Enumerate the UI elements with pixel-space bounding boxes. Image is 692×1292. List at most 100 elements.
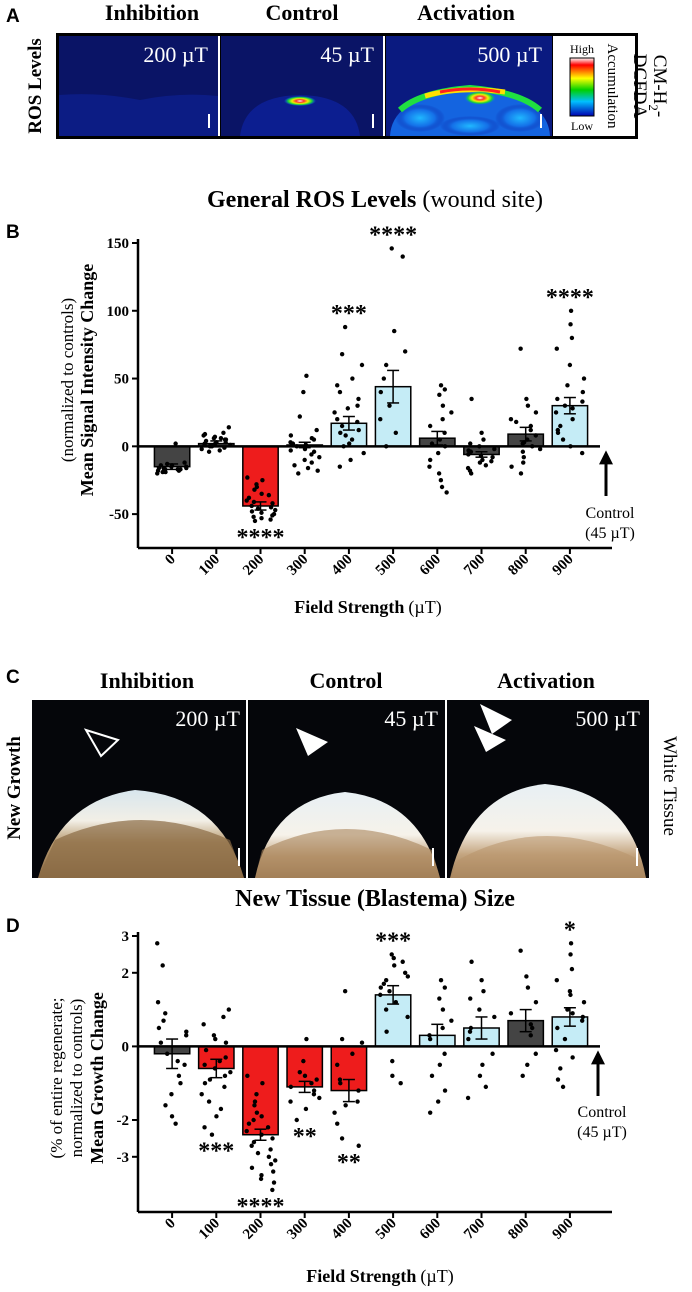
data-point bbox=[335, 1121, 340, 1126]
panel-a-heading-activation: Activation bbox=[417, 0, 515, 25]
data-point bbox=[301, 389, 306, 395]
data-point bbox=[440, 417, 445, 422]
chart-d-xlabel: Field Strength (µT) bbox=[306, 1266, 454, 1287]
panel-a-heading-inhibition: Inhibition bbox=[105, 0, 199, 25]
data-point bbox=[533, 433, 538, 438]
data-point bbox=[259, 515, 264, 521]
data-point bbox=[164, 1051, 170, 1056]
data-point bbox=[245, 1073, 250, 1079]
data-point bbox=[554, 346, 559, 351]
panel-c-right-label: White Tissue bbox=[659, 736, 680, 836]
data-point bbox=[359, 362, 365, 368]
data-point bbox=[228, 1069, 233, 1075]
data-point bbox=[568, 322, 573, 327]
data-point bbox=[259, 510, 264, 515]
panel-b-letter: B bbox=[6, 222, 20, 243]
data-point bbox=[161, 1018, 166, 1023]
data-point bbox=[427, 1110, 433, 1115]
x-tick-label-300: 300 bbox=[284, 552, 311, 579]
data-point bbox=[427, 1033, 432, 1038]
data-point bbox=[349, 437, 355, 442]
data-point bbox=[254, 1092, 259, 1097]
significance-200: **** bbox=[237, 1194, 285, 1220]
data-point bbox=[477, 460, 483, 465]
data-point bbox=[335, 1062, 340, 1068]
x-tick-label-0: 0 bbox=[162, 552, 179, 569]
x-tick-label-900: 900 bbox=[550, 1216, 577, 1243]
data-point bbox=[222, 437, 228, 442]
data-point bbox=[332, 410, 337, 415]
data-point bbox=[309, 436, 315, 441]
data-point bbox=[288, 433, 294, 438]
data-point bbox=[490, 1051, 495, 1056]
data-point bbox=[249, 1143, 254, 1148]
data-point bbox=[524, 974, 529, 979]
x-tick-label-400: 400 bbox=[329, 552, 356, 579]
data-point bbox=[554, 977, 559, 983]
data-point bbox=[338, 1081, 343, 1086]
x-tick-label-500: 500 bbox=[373, 1216, 400, 1243]
data-point bbox=[555, 396, 560, 402]
data-point bbox=[254, 484, 260, 490]
data-point bbox=[393, 430, 399, 435]
data-point bbox=[568, 308, 574, 313]
data-point bbox=[378, 389, 383, 395]
data-point bbox=[268, 505, 274, 510]
data-point bbox=[217, 448, 222, 453]
panel-a-field-500: 500 µT bbox=[477, 42, 542, 67]
data-point bbox=[356, 396, 361, 402]
data-point bbox=[339, 423, 345, 429]
data-point bbox=[468, 1025, 474, 1031]
data-point bbox=[290, 441, 296, 446]
data-point bbox=[521, 454, 526, 460]
data-point bbox=[480, 1062, 485, 1068]
data-point bbox=[508, 417, 514, 422]
panel-d-letter: D bbox=[6, 916, 20, 937]
data-point bbox=[390, 1058, 395, 1064]
ros-image-strip bbox=[56, 33, 638, 139]
data-point bbox=[169, 1092, 174, 1097]
chart-b-control-label-line2: (45 µT) bbox=[585, 525, 635, 542]
tissue-image-strip bbox=[32, 700, 649, 878]
data-point bbox=[580, 1014, 586, 1020]
data-point bbox=[440, 1025, 445, 1031]
x-tick-label-500: 500 bbox=[373, 552, 400, 579]
panel-c-heading-inhibition: Inhibition bbox=[100, 668, 194, 693]
data-point bbox=[249, 509, 255, 514]
data-point bbox=[199, 446, 204, 452]
data-point bbox=[202, 1062, 207, 1068]
data-point bbox=[163, 469, 168, 475]
data-point bbox=[252, 1103, 257, 1108]
data-point bbox=[223, 1040, 229, 1045]
data-point bbox=[158, 1040, 164, 1045]
panel-c-letter: C bbox=[6, 667, 20, 688]
data-point bbox=[438, 977, 444, 983]
data-point bbox=[343, 433, 348, 438]
data-point bbox=[581, 376, 587, 381]
data-point bbox=[182, 460, 187, 465]
data-point bbox=[202, 1125, 207, 1130]
data-point bbox=[335, 417, 340, 422]
data-point bbox=[467, 1029, 473, 1034]
data-point bbox=[254, 1110, 260, 1115]
data-point bbox=[246, 1121, 252, 1126]
y-tick-label: 2 bbox=[122, 966, 130, 982]
chart-d-control-label-line2: (45 µT) bbox=[577, 1124, 627, 1141]
colorbar-title: Accumulation bbox=[604, 44, 620, 129]
arrowhead-icon-upper bbox=[480, 704, 512, 734]
data-point bbox=[339, 1136, 345, 1141]
data-point bbox=[214, 1114, 219, 1119]
data-point bbox=[442, 985, 448, 990]
data-point bbox=[565, 383, 570, 388]
data-point bbox=[391, 955, 396, 961]
data-point bbox=[348, 457, 353, 463]
data-point bbox=[163, 1011, 168, 1016]
data-point bbox=[182, 1062, 187, 1068]
chart-d-ylabel: Mean Growth Change bbox=[87, 992, 107, 1164]
data-point bbox=[442, 387, 448, 392]
data-point bbox=[212, 434, 218, 440]
data-point bbox=[356, 1143, 361, 1148]
data-point bbox=[569, 335, 575, 341]
data-point bbox=[265, 1125, 271, 1130]
